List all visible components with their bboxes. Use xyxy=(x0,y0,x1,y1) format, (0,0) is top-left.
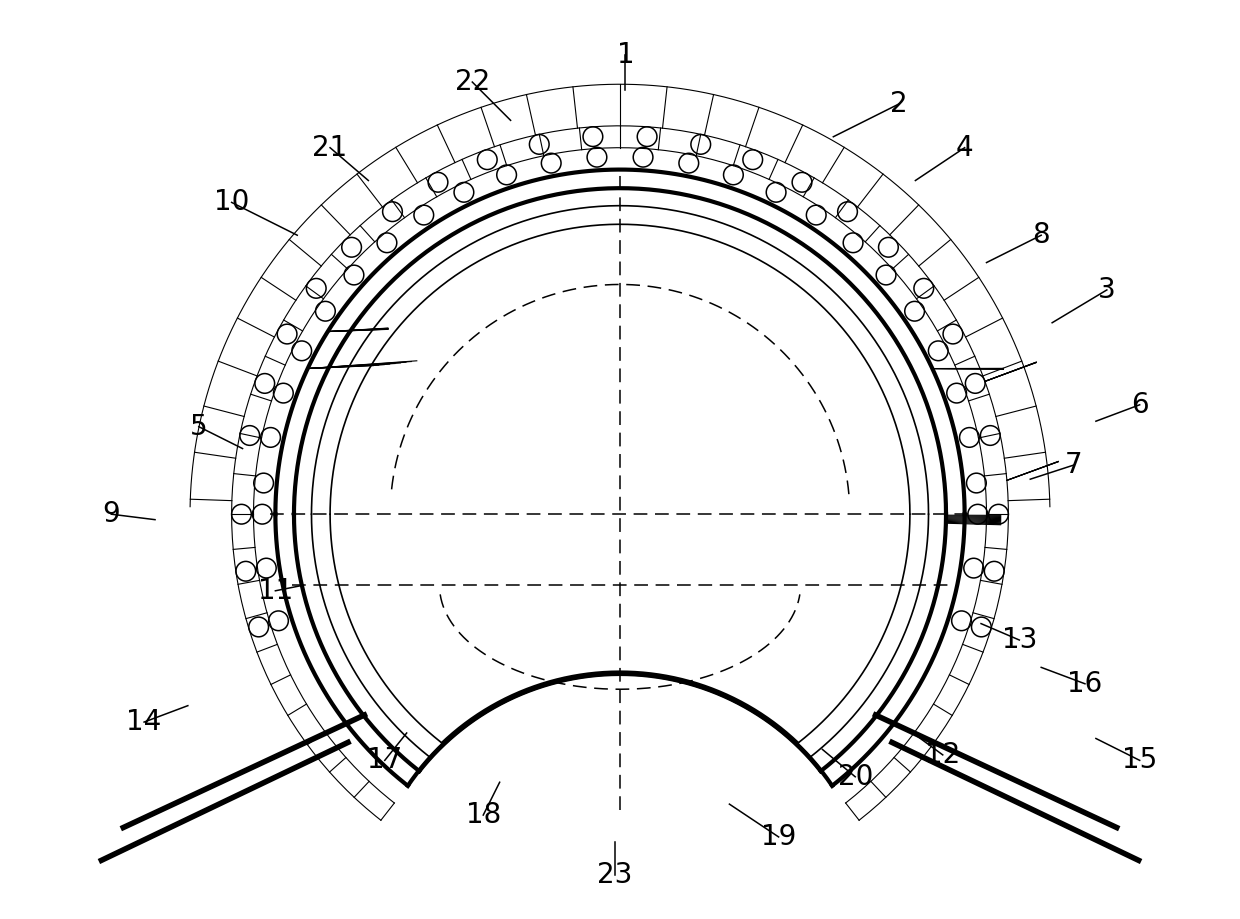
Text: 5: 5 xyxy=(190,413,207,441)
Text: 20: 20 xyxy=(837,763,873,790)
Text: 13: 13 xyxy=(1002,626,1037,654)
Text: 23: 23 xyxy=(596,861,632,890)
Text: 6: 6 xyxy=(1131,391,1148,419)
Text: 22: 22 xyxy=(455,68,490,96)
Text: 7: 7 xyxy=(1065,451,1083,479)
Text: 2: 2 xyxy=(890,90,908,118)
Text: 1: 1 xyxy=(616,40,635,69)
Text: 14: 14 xyxy=(126,708,161,736)
Text: 11: 11 xyxy=(258,577,293,605)
Text: 12: 12 xyxy=(925,741,960,769)
Text: 15: 15 xyxy=(1122,746,1157,775)
Text: 19: 19 xyxy=(761,823,796,851)
Text: 17: 17 xyxy=(367,746,403,775)
Text: 10: 10 xyxy=(215,188,249,216)
Text: 21: 21 xyxy=(312,133,347,162)
Text: 18: 18 xyxy=(465,801,501,829)
Text: 4: 4 xyxy=(956,133,973,162)
Text: 3: 3 xyxy=(1097,276,1116,304)
Text: 16: 16 xyxy=(1068,670,1102,698)
Text: 8: 8 xyxy=(1033,221,1050,249)
Text: 9: 9 xyxy=(103,500,120,528)
